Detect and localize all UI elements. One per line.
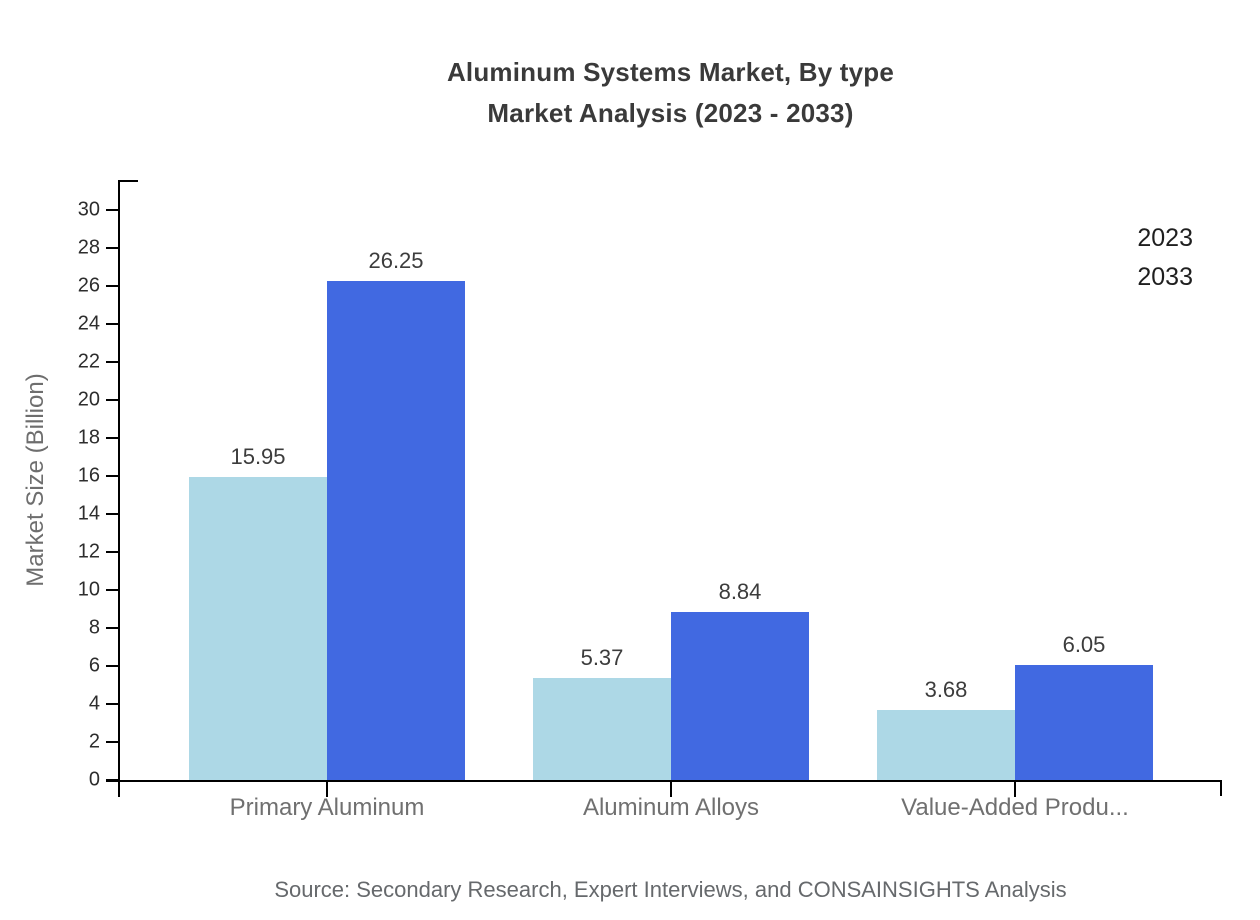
bar-2033-3 [1015,665,1153,780]
y-axis-line [118,180,120,797]
x-tick [1014,782,1016,797]
x-axis-end-cap [1220,780,1222,796]
y-tick-label: 26 [77,274,100,297]
y-tick-label: 10 [77,578,100,601]
y-tick-label: 22 [77,350,100,373]
y-tick-label: 6 [88,654,100,677]
y-tick-label: 0 [88,768,100,791]
y-tick-label: 14 [77,502,100,525]
chart-title-line1: Aluminum Systems Market, By type [446,57,895,87]
y-tick-label: 8 [88,616,100,639]
y-tick [106,247,118,249]
y-tick [106,627,118,629]
y-tick-label: 18 [77,426,100,449]
y-tick-label: 4 [88,692,100,715]
bar-value-label: 15.95 [230,444,286,469]
legend-label-2023: 2023 [1137,224,1193,252]
y-tick [106,703,118,705]
y-tick-label: 30 [77,198,100,221]
bar-value-label: 5.37 [580,645,624,670]
bar-2023-1 [189,477,327,780]
y-tick [106,475,118,477]
x-category-label: Aluminum Alloys [582,794,760,821]
x-axis-line [106,780,1222,782]
y-tick [106,551,118,553]
y-tick-label: 2 [88,730,100,753]
x-tick [670,782,672,797]
y-tick [106,513,118,515]
bar-2033-2 [671,612,809,780]
bar-2033-1 [327,281,465,780]
y-axis-top-cap [118,180,138,182]
x-category-label: Primary Aluminum [229,794,425,821]
bar-value-label: 3.68 [924,677,968,702]
y-tick [106,437,118,439]
y-tick-label: 28 [77,236,100,259]
y-tick [106,665,118,667]
y-tick [106,209,118,211]
y-tick-label: 16 [77,464,100,487]
chart-title-line2: Market Analysis (2023 - 2033) [487,98,854,128]
bar-2023-3 [877,710,1015,780]
y-tick [106,779,118,781]
y-tick [106,589,118,591]
chart-title: Aluminum Systems Market, By type Market … [119,52,1222,134]
y-tick [106,399,118,401]
y-tick-label: 20 [77,388,100,411]
x-category-label: Value-Added Produ... [901,794,1129,821]
bar-value-label: 6.05 [1062,632,1106,657]
y-tick-label: 12 [77,540,100,563]
bar-value-label: 8.84 [718,579,762,604]
bar-2023-2 [533,678,671,780]
y-tick [106,285,118,287]
source-note: Source: Secondary Research, Expert Inter… [274,877,1067,902]
y-tick-label: 24 [77,312,100,335]
y-tick [106,323,118,325]
x-tick [326,782,328,797]
y-tick [106,741,118,743]
legend-label-2033: 2033 [1137,263,1193,291]
y-tick [106,361,118,363]
bar-value-label: 26.25 [368,248,424,273]
